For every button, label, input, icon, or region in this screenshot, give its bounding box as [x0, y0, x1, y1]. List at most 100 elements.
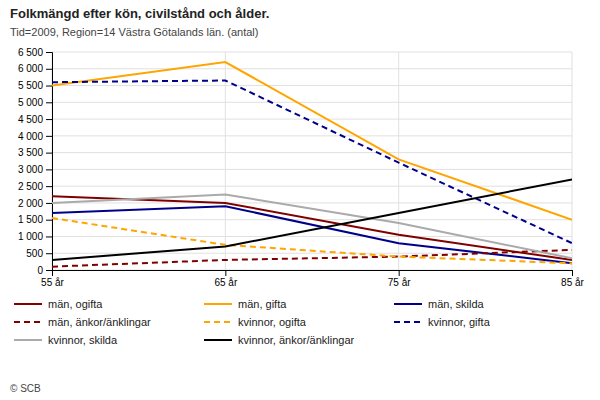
grid-line-y — [52, 152, 572, 153]
annotation: © SCB — [10, 383, 41, 394]
tick-label: 4 500 — [18, 114, 43, 125]
title: Folkmängd efter kön, civilstånd och ålde… — [10, 6, 269, 21]
legend-item: män, gifta — [204, 298, 287, 310]
tick: 3 500 — [18, 147, 52, 158]
tick-mark — [46, 153, 52, 154]
grid-line-y — [52, 119, 572, 120]
tick-mark — [572, 270, 573, 276]
tick-mark — [46, 236, 52, 237]
legend-item: kvinnor, skilda — [14, 334, 118, 346]
tick: 4 500 — [18, 114, 52, 125]
tick-label: 75 år — [388, 277, 411, 288]
tick-mark — [46, 220, 52, 221]
tick-mark — [46, 102, 52, 103]
tick-label: 85 år — [561, 277, 584, 288]
tick-label: 3 500 — [18, 147, 43, 158]
legend-item: män, änkor/änklingar — [14, 316, 151, 328]
tick: 6 000 — [18, 63, 52, 74]
legend-label: kvinnor, ogifta — [238, 316, 307, 328]
series-line — [52, 218, 572, 263]
tick-label: 5 500 — [18, 80, 43, 91]
tick-mark — [46, 253, 52, 254]
tick: 1 000 — [18, 231, 52, 242]
tick-mark — [46, 186, 52, 187]
legend-item: män, skilda — [394, 298, 485, 310]
tick-label: 3 000 — [18, 164, 43, 175]
tick: 1 500 — [18, 214, 52, 225]
legend-label: män, gifta — [238, 298, 287, 310]
legend-label: kvinnor, änkor/änklingar — [238, 334, 355, 346]
legend-swatch — [204, 339, 232, 341]
legend-swatch — [204, 303, 232, 305]
legend-swatch — [394, 303, 422, 305]
legend-item: kvinnor, änkor/änklingar — [204, 334, 355, 346]
grid-line-x — [398, 52, 399, 270]
grid-line-x — [572, 52, 573, 270]
grid-line-y — [52, 169, 572, 170]
chart: Folkmängd efter kön, civilstånd och ålde… — [0, 0, 600, 400]
tick: 85 år — [561, 270, 584, 288]
legend-item: kvinnor, ogifta — [204, 316, 307, 328]
grid-line-y — [52, 52, 572, 53]
plot: 55 år 65 år 75 år 85 år 0 500 1 000 1 500 2 000 2… — [18, 47, 585, 288]
series-line — [52, 81, 572, 244]
grid-line-x — [225, 52, 226, 270]
tick-label: 4 000 — [18, 131, 43, 142]
axis-domain — [46, 53, 53, 271]
legend-swatch — [14, 321, 42, 323]
lines — [52, 62, 572, 267]
legend-item: män, ogifta — [14, 298, 103, 310]
legend-swatch — [14, 303, 42, 305]
grid-line-y — [52, 186, 572, 187]
series-line — [52, 250, 572, 267]
tick-label: 65 år — [214, 277, 237, 288]
tick: 5 000 — [18, 97, 52, 108]
grid-line-y — [52, 102, 572, 103]
tick: 6 500 — [18, 47, 52, 58]
series-line — [52, 195, 572, 259]
grid-line-y — [52, 236, 572, 237]
tick-mark — [46, 169, 52, 170]
legend-item: kvinnor, gifta — [394, 316, 491, 328]
legend-label: kvinnor, gifta — [428, 316, 491, 328]
tick: 0 — [37, 265, 52, 276]
tick: 55 år — [41, 270, 64, 288]
tick: 4 000 — [18, 131, 52, 142]
grid-line-y — [52, 68, 572, 69]
tick-mark — [46, 203, 52, 204]
tick-label: 1 000 — [18, 231, 43, 242]
legend-label: män, ogifta — [48, 298, 103, 310]
tick-mark — [46, 86, 52, 87]
tick-label: 6 500 — [18, 47, 43, 58]
tick: 75 år — [388, 270, 411, 288]
legend-label: kvinnor, skilda — [48, 334, 118, 346]
series-line — [52, 179, 572, 259]
tick-mark — [46, 69, 52, 70]
subtitle: Tid=2009, Region=14 Västra Götalands län… — [10, 26, 258, 38]
tick: 65 år — [214, 270, 237, 288]
tick-label: 6 000 — [18, 63, 43, 74]
tick-label: 2 500 — [18, 181, 43, 192]
legend-swatch — [394, 321, 422, 323]
x-axis: 55 år 65 år 75 år 85 år — [41, 270, 584, 288]
grid-line-y — [52, 202, 572, 203]
tick-mark — [46, 270, 52, 271]
tick-mark — [225, 270, 226, 276]
tick-label: 5 000 — [18, 97, 43, 108]
y-axis: 0 500 1 000 1 500 2 000 2 500 3 000 3 500 4 000 4… — [18, 47, 53, 276]
legend-label: män, skilda — [428, 298, 485, 310]
tick-label: 1 500 — [18, 214, 43, 225]
tick: 500 — [26, 248, 52, 259]
grid — [52, 52, 572, 270]
legend-swatch — [204, 321, 232, 323]
legend-swatch — [14, 339, 42, 341]
axis-domain — [53, 271, 573, 277]
tick-mark — [46, 52, 52, 53]
tick-mark — [46, 119, 52, 120]
tick: 2 000 — [18, 198, 52, 209]
tick-mark — [399, 270, 400, 276]
tick-label: 2 000 — [18, 198, 43, 209]
tick-label: 500 — [26, 248, 43, 259]
series-line — [52, 62, 572, 220]
tick: 5 500 — [18, 80, 52, 91]
